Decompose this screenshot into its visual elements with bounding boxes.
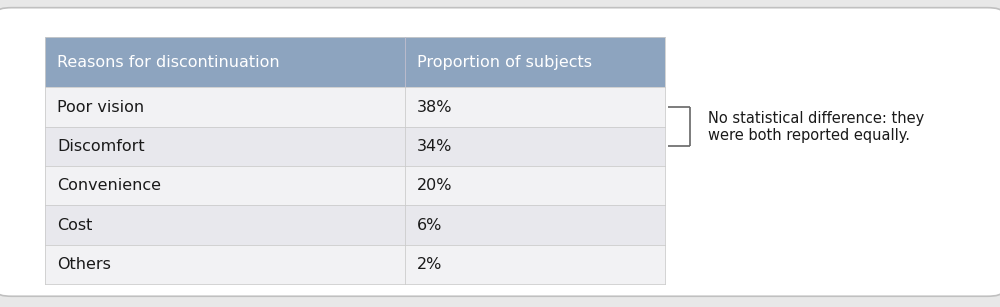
- FancyBboxPatch shape: [0, 8, 1000, 296]
- Text: Discomfort: Discomfort: [57, 139, 145, 154]
- Text: Poor vision: Poor vision: [57, 100, 144, 115]
- Text: Reasons for discontinuation: Reasons for discontinuation: [57, 55, 280, 70]
- Text: Proportion of subjects: Proportion of subjects: [417, 55, 592, 70]
- Bar: [45, 87, 665, 127]
- Text: 6%: 6%: [417, 218, 442, 232]
- Text: 34%: 34%: [417, 139, 452, 154]
- Bar: [45, 205, 665, 245]
- Text: Cost: Cost: [57, 218, 92, 232]
- Text: No statistical difference: they
were both reported equally.: No statistical difference: they were bot…: [708, 111, 924, 143]
- Bar: [45, 37, 665, 87]
- Bar: [45, 166, 665, 205]
- Text: Others: Others: [57, 257, 111, 272]
- Text: Convenience: Convenience: [57, 178, 161, 193]
- Text: 2%: 2%: [417, 257, 442, 272]
- Text: 38%: 38%: [417, 100, 453, 115]
- Bar: [45, 127, 665, 166]
- Text: 20%: 20%: [417, 178, 453, 193]
- Bar: [45, 245, 665, 284]
